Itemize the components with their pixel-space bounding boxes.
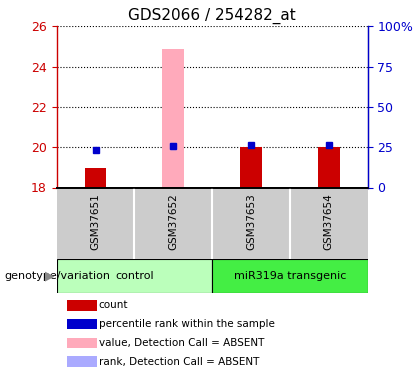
Bar xyxy=(67,300,97,310)
Bar xyxy=(67,319,97,329)
Text: genotype/variation: genotype/variation xyxy=(4,271,110,280)
Text: rank, Detection Call = ABSENT: rank, Detection Call = ABSENT xyxy=(99,357,259,366)
Text: ▶: ▶ xyxy=(45,269,55,282)
Text: GSM37652: GSM37652 xyxy=(168,193,178,250)
Bar xyxy=(212,259,368,292)
Text: percentile rank within the sample: percentile rank within the sample xyxy=(99,319,275,329)
Text: control: control xyxy=(115,271,154,280)
Text: miR319a transgenic: miR319a transgenic xyxy=(234,271,346,280)
Bar xyxy=(163,50,184,188)
Text: GSM37651: GSM37651 xyxy=(91,193,100,250)
Bar xyxy=(57,259,212,292)
Bar xyxy=(85,168,106,188)
Text: count: count xyxy=(99,300,128,310)
Bar xyxy=(240,147,262,188)
Text: GSM37653: GSM37653 xyxy=(246,193,256,250)
Text: value, Detection Call = ABSENT: value, Detection Call = ABSENT xyxy=(99,338,264,348)
Text: GSM37654: GSM37654 xyxy=(324,193,333,250)
Title: GDS2066 / 254282_at: GDS2066 / 254282_at xyxy=(128,7,296,24)
Bar xyxy=(67,338,97,348)
Bar xyxy=(67,356,97,367)
Bar xyxy=(318,147,339,188)
